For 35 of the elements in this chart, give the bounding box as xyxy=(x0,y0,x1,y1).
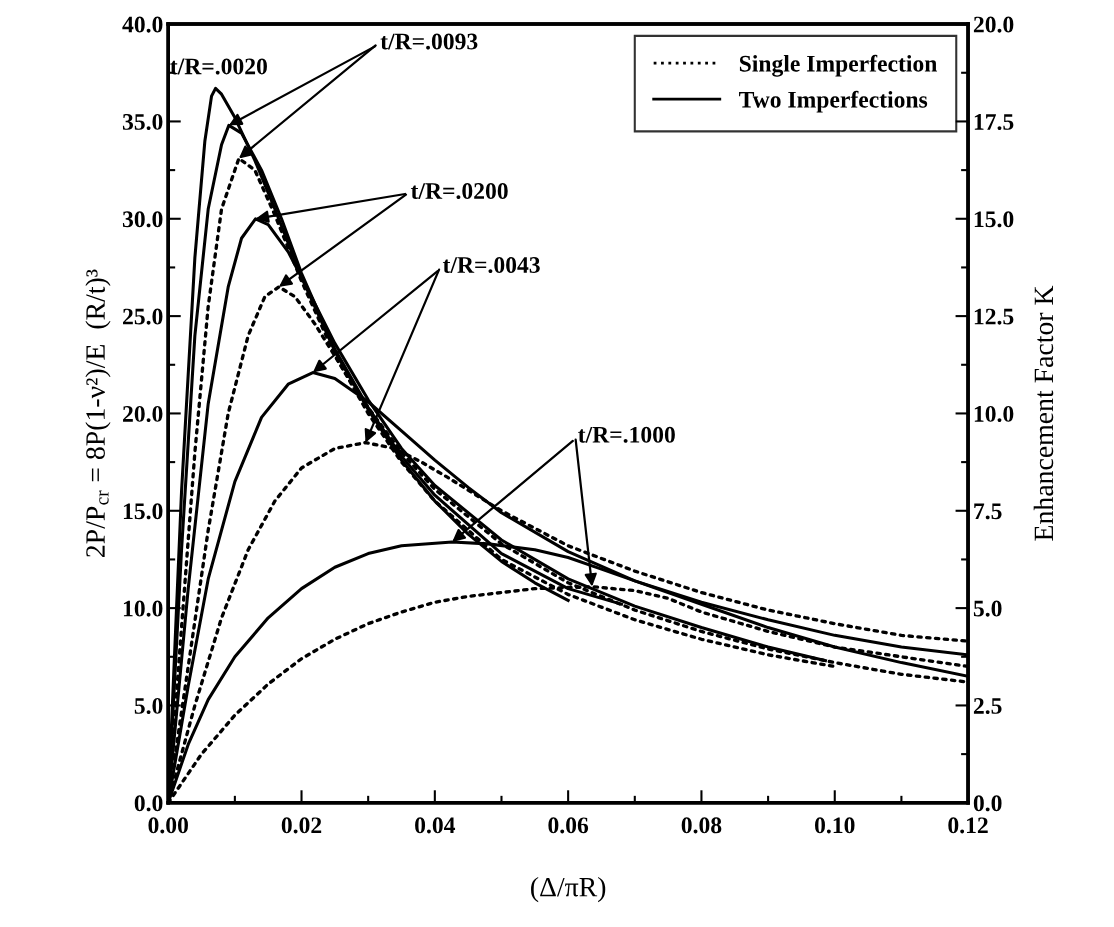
legend-label: Single Imperfection xyxy=(739,54,938,77)
y-tick-label: 15.0 xyxy=(123,503,163,520)
y2-tick-label: 15.0 xyxy=(974,211,1014,228)
y2-tick-label: 2.5 xyxy=(973,698,1002,714)
y-tick-label: 35.0 xyxy=(122,113,163,130)
y2-tick-label: 5.0 xyxy=(973,600,1002,617)
x-tick-label: 0.08 xyxy=(681,817,722,834)
annotation: t/R=.0093 xyxy=(380,33,478,50)
y-tick-label: 0.0 xyxy=(134,795,163,812)
y2-tick-label: 7.5 xyxy=(974,503,1002,520)
y-tick-label: 20.0 xyxy=(123,405,163,422)
legend-label: Two Imperfections xyxy=(739,90,928,113)
y-axis-title: 2P/P$_{cr}$ = 8P(1-ν²)/E (R/t)³ xyxy=(85,269,111,557)
y-tick-label: 25.0 xyxy=(123,308,163,325)
annotation: t/R=.1000 xyxy=(578,426,675,443)
x-tick-label: 0.00 xyxy=(148,817,188,834)
y2-tick-label: 20.0 xyxy=(973,16,1014,33)
y-tick-label: 5.0 xyxy=(134,697,163,714)
y-tick-label: 10.0 xyxy=(123,600,163,617)
x-tick-label: 0.10 xyxy=(815,817,855,834)
y-tick-label: 30.0 xyxy=(122,211,163,228)
annotation: t/R=.0200 xyxy=(410,183,508,200)
y2-tick-label: 0.0 xyxy=(973,795,1002,812)
x-axis-title: (Δ/πR) xyxy=(531,876,606,903)
annotation: t/R=.0043 xyxy=(442,257,540,274)
x-tick-label: 0.04 xyxy=(415,817,456,834)
x-tick-label: 0.02 xyxy=(281,817,322,834)
y2-tick-label: 17.5 xyxy=(974,114,1014,130)
y2-axis-title: Enhancement Factor K xyxy=(1033,285,1054,541)
y2-tick-label: 10.0 xyxy=(974,405,1014,422)
x-tick-label: 0.06 xyxy=(548,817,589,834)
x-tick-label: 0.12 xyxy=(948,817,988,834)
y2-tick-label: 12.5 xyxy=(974,308,1014,325)
y-tick-label: 40.0 xyxy=(122,16,163,33)
annotation: t/R=.0020 xyxy=(170,58,267,75)
